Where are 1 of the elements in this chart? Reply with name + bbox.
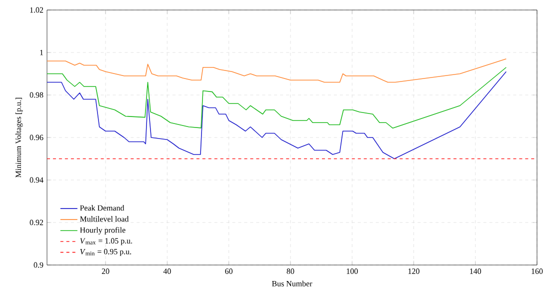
line-series: [47, 66, 507, 129]
